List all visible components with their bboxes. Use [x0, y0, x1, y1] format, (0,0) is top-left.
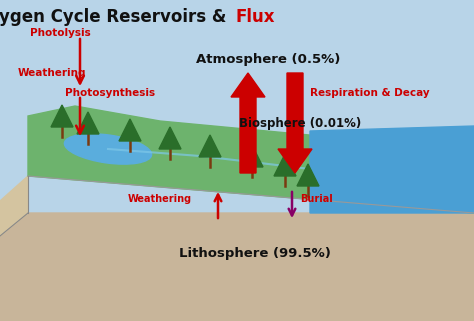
- Text: Photosynthesis: Photosynthesis: [65, 88, 155, 98]
- Text: Flux: Flux: [236, 8, 275, 26]
- Polygon shape: [274, 154, 296, 176]
- Text: Burial: Burial: [300, 194, 333, 204]
- Text: Weathering: Weathering: [128, 194, 192, 204]
- Polygon shape: [28, 106, 474, 213]
- Polygon shape: [241, 145, 263, 167]
- Polygon shape: [119, 119, 141, 141]
- Ellipse shape: [64, 134, 152, 164]
- FancyArrow shape: [231, 73, 265, 173]
- Polygon shape: [159, 127, 181, 149]
- Polygon shape: [77, 112, 99, 134]
- FancyArrow shape: [278, 73, 312, 173]
- Text: Oxygen Cycle Reservoirs &: Oxygen Cycle Reservoirs &: [0, 8, 232, 26]
- Text: Atmosphere (0.5%): Atmosphere (0.5%): [196, 53, 340, 65]
- Text: Respiration & Decay: Respiration & Decay: [310, 88, 429, 98]
- Polygon shape: [310, 126, 474, 213]
- Text: Photolysis: Photolysis: [30, 28, 91, 38]
- Polygon shape: [199, 135, 221, 157]
- Text: Lithosphere (99.5%): Lithosphere (99.5%): [179, 247, 331, 259]
- Polygon shape: [51, 105, 73, 127]
- Text: Biosphere (0.01%): Biosphere (0.01%): [239, 117, 361, 129]
- Polygon shape: [0, 176, 28, 236]
- Polygon shape: [297, 164, 319, 186]
- Text: Weathering: Weathering: [18, 68, 86, 78]
- Polygon shape: [0, 213, 474, 321]
